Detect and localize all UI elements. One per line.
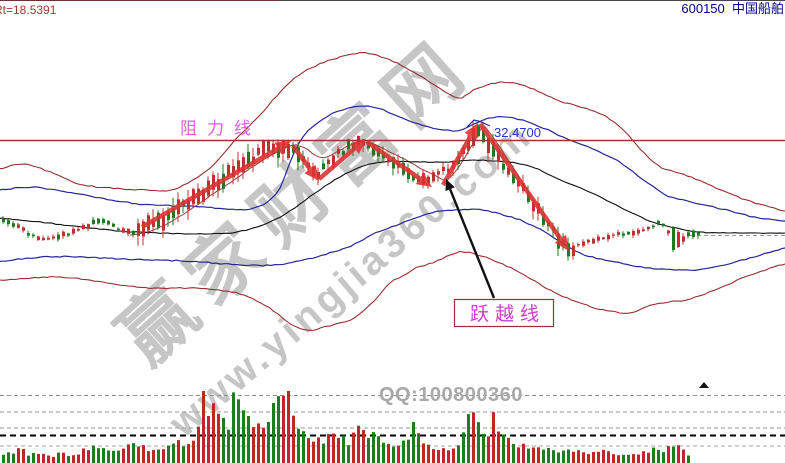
svg-text:QQ:100800360: QQ:100800360 [379, 384, 523, 406]
svg-text:32.4700: 32.4700 [494, 125, 541, 140]
svg-text:Rt=18.5391: Rt=18.5391 [0, 3, 57, 17]
svg-text:跃越线: 跃越线 [470, 303, 545, 325]
svg-text:600150 中国船舶: 600150 中国船舶 [681, 1, 784, 16]
svg-text:阻力线: 阻力线 [180, 119, 261, 138]
